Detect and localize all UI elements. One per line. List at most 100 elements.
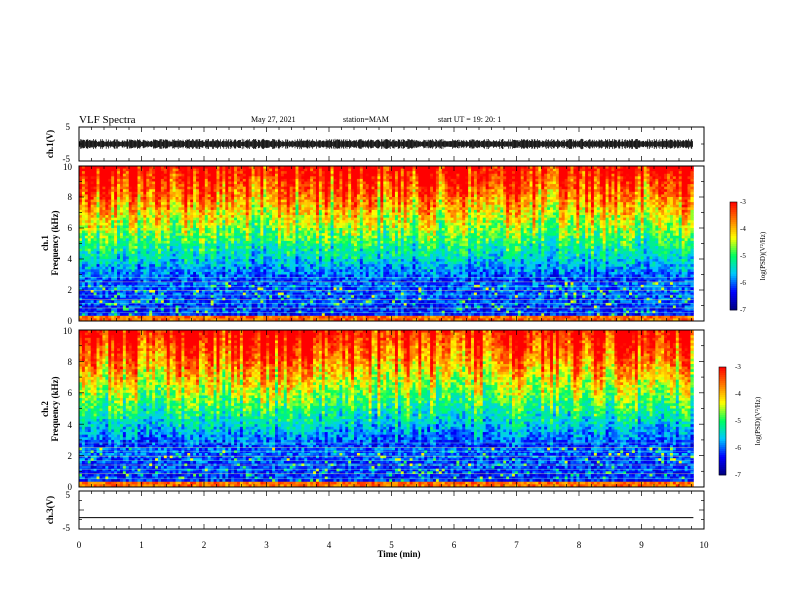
ch1-spectrogram-cell: [114, 189, 117, 192]
ch1-spectrogram-cell: [661, 207, 664, 210]
ch1-spectrogram-cell: [366, 169, 369, 172]
ch1-spectrogram-cell: [623, 174, 626, 177]
ch1-spectrogram-cell: [117, 184, 120, 187]
ch1-spectrogram-cell: [535, 182, 538, 185]
ch1-spectrogram-cell: [395, 220, 398, 223]
ch1-spectrogram-cell: [688, 202, 691, 205]
ch1-spectrogram-cell: [451, 192, 454, 195]
ch1-spectrogram-cell: [410, 205, 413, 208]
ch1-spectrogram-cell: [374, 187, 377, 190]
ch1-spectrogram-cell: [234, 218, 237, 221]
ch1-spectrogram-cell: [319, 202, 322, 205]
ch1-spectrogram-cell: [518, 182, 521, 185]
ch1-spectrogram-cell: [492, 220, 495, 223]
ch1-spectrogram-cell: [357, 213, 360, 216]
ch1-spectrogram-cell: [114, 169, 117, 172]
ch1-spectrogram-cell: [398, 174, 401, 177]
ch1-spectrogram-cell: [336, 169, 339, 172]
ch1-spectrogram-cell: [389, 179, 392, 182]
ch1-spectrogram-cell: [477, 213, 480, 216]
ch1-spectrogram-cell: [231, 197, 234, 200]
ch1-spectrogram-cell: [407, 200, 410, 203]
ch1-spectrogram-cell: [208, 218, 211, 221]
ch1-spectrogram-cell: [550, 215, 553, 218]
ch1-spectrogram-cell: [348, 205, 351, 208]
ch1-spectrogram-cell: [307, 182, 310, 185]
ch1-spectrogram-cell: [225, 189, 228, 192]
ch1-spectrogram-cell: [562, 194, 565, 197]
ch1-spectrogram-cell: [217, 176, 220, 179]
ch1-spectrogram-cell: [553, 194, 556, 197]
ch1-spectrogram-cell: [465, 171, 468, 174]
ch1-spectrogram-cell: [190, 192, 193, 195]
ch1-spectrogram-cell: [679, 215, 682, 218]
ch1-spectrogram-cell: [427, 210, 430, 213]
ch1-spectrogram-cell: [623, 182, 626, 185]
ch1-spectrogram-cell: [500, 207, 503, 210]
ch1-spectrogram-cell: [129, 200, 132, 203]
ch1-spectrogram-cell: [377, 218, 380, 221]
ch1-spectrogram-cell: [527, 189, 530, 192]
ch1-spectrogram-cell: [99, 210, 102, 213]
ch1-spectrogram-cell: [111, 192, 114, 195]
ch1-spectrogram-cell: [582, 200, 585, 203]
ch1-spectrogram-cell: [184, 220, 187, 223]
ch1-spectrogram-cell: [635, 179, 638, 182]
ch1-spectrogram-cell: [667, 197, 670, 200]
ch1-spectrogram-cell: [503, 179, 506, 182]
ch1-spectrogram-cell: [208, 223, 211, 226]
ch1-spectrogram-cell: [559, 179, 562, 182]
ch1-spectrogram-cell: [614, 202, 617, 205]
ch1-spectrogram-cell: [266, 223, 269, 226]
ch1-spectrogram-cell: [614, 176, 617, 179]
ch1-spectrogram-cell: [515, 215, 518, 218]
ch1-spectrogram-cell: [453, 223, 456, 226]
ch1-spectrogram-cell: [620, 210, 623, 213]
ch1-spectrogram-cell: [559, 213, 562, 216]
ch1-spectrogram-cell: [293, 210, 296, 213]
ch1-spectrogram-cell: [530, 205, 533, 208]
ch1-spectrogram-cell: [471, 197, 474, 200]
ch1-spectrogram-cell: [679, 182, 682, 185]
ch1-spectrogram-cell: [231, 194, 234, 197]
ch1-spectrogram-cell: [442, 215, 445, 218]
ch1-spectrogram-cell: [374, 218, 377, 221]
ch1-spectrogram-cell: [205, 200, 208, 203]
ch1-spectrogram-cell: [252, 213, 255, 216]
ch1-spectrogram-cell: [524, 189, 527, 192]
ch1-spectrogram-cell: [512, 182, 515, 185]
ch1-spectrogram-cell: [363, 218, 366, 221]
ch1-spectrogram-cell: [492, 174, 495, 177]
ch1-spectrogram-cell: [123, 184, 126, 187]
ch1-spectrogram-cell: [553, 215, 556, 218]
ch1-spectrogram-cell: [673, 187, 676, 190]
ch1-spectrogram-cell: [178, 220, 181, 223]
ch1-spectrogram-cell: [594, 194, 597, 197]
ch1-spectrogram-cell: [398, 182, 401, 185]
ch1-spectrogram-cell: [682, 205, 685, 208]
ch1-spectrogram-cell: [506, 213, 509, 216]
ch1-spectrogram-cell: [465, 194, 468, 197]
ch1-spectrogram-cell: [413, 194, 416, 197]
ch1-spectrogram-cell: [445, 169, 448, 172]
ch1-spectrogram-cell: [497, 220, 500, 223]
ch1-spectrogram-cell: [252, 207, 255, 210]
ch1-spectrogram-cell: [187, 171, 190, 174]
ch1-spectrogram-cell: [178, 174, 181, 177]
ch1-spectrogram-cell: [483, 218, 486, 221]
ch1-spectrogram-cell: [427, 182, 430, 185]
ch1-spectrogram-cell: [249, 176, 252, 179]
ch1-spectrogram-cell: [626, 194, 629, 197]
ch1-spectrogram-cell: [430, 182, 433, 185]
ch1-spectrogram-cell: [547, 184, 550, 187]
ch1-spectrogram-cell: [155, 174, 158, 177]
ch1-spectrogram-cell: [269, 220, 272, 223]
ch1-spectrogram-cell: [480, 176, 483, 179]
ch1-spectrogram-cell: [609, 197, 612, 200]
ch1-spectrogram-cell: [503, 197, 506, 200]
ch1-spectrogram-cell: [205, 174, 208, 177]
ch1-spectrogram-cell: [293, 174, 296, 177]
ch1-spectrogram-cell: [345, 179, 348, 182]
ch1-spectrogram-cell: [181, 182, 184, 185]
ch1-spectrogram-cell: [632, 205, 635, 208]
